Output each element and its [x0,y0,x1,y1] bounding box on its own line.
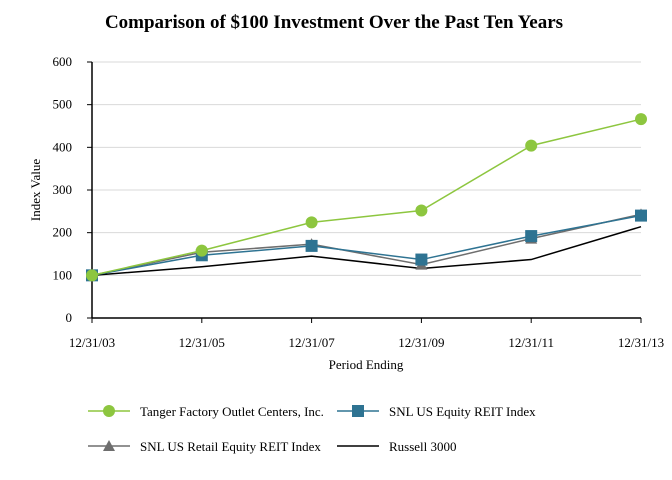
series-layer [86,113,647,282]
x-tick-label: 12/31/07 [288,335,335,350]
series-line [91,214,642,277]
chart-title: Comparison of $100 Investment Over the P… [105,12,563,33]
data-point [635,113,647,126]
x-tick-label: 12/31/05 [179,335,225,350]
x-tick-label: 12/31/03 [69,335,115,350]
x-axis-label: Period Ending [329,357,404,372]
y-tick-label: 100 [53,267,73,282]
legend-item-2: SNL US Retail Equity REIT Index [88,439,321,454]
data-point [525,139,538,152]
y-axis-label: Index Value [28,159,43,221]
data-point [635,209,647,222]
legend-swatch-marker [103,440,115,451]
y-tick-label: 200 [53,225,73,240]
series-3 [91,225,642,277]
data-point [305,216,318,229]
y-tick-label: 0 [66,310,73,325]
legend-label: SNL US Retail Equity REIT Index [140,439,321,454]
legend-item-3: Russell 3000 [337,439,457,454]
legend-item-0: Tanger Factory Outlet Centers, Inc. [88,404,324,419]
legend-label: Tanger Factory Outlet Centers, Inc. [140,404,324,419]
legend-label: Russell 3000 [389,439,457,454]
tick-labels: 0 100 200 300 400 500 600 12/31/03 12/31/05 12/31… [53,54,665,350]
x-tick-label: 12/31/09 [398,335,444,350]
y-tick-label: 300 [53,182,73,197]
y-tick-label: 600 [53,54,73,69]
legend-label: SNL US Equity REIT Index [389,404,536,419]
series-0 [86,113,647,282]
data-point [305,239,318,252]
legend-item-1: SNL US Equity REIT Index [337,404,536,419]
data-point [195,244,208,257]
data-point [415,204,428,217]
series-1 [86,209,647,282]
legend-swatch-marker [103,405,115,417]
series-line [91,225,642,277]
series-line [91,213,642,277]
legend: Tanger Factory Outlet Centers, Inc. SNL U… [88,404,536,454]
y-tick-label: 500 [53,97,73,112]
y-tick-label: 400 [53,139,73,154]
grid-lines [92,61,641,276]
data-point [415,253,428,266]
legend-swatch-marker [352,405,364,417]
data-point [86,269,98,282]
data-point [525,230,538,243]
x-tick-label: 12/31/11 [508,335,554,350]
series-line [91,118,642,277]
x-tick-label: 12/31/13 [618,335,664,350]
axes [87,61,642,323]
